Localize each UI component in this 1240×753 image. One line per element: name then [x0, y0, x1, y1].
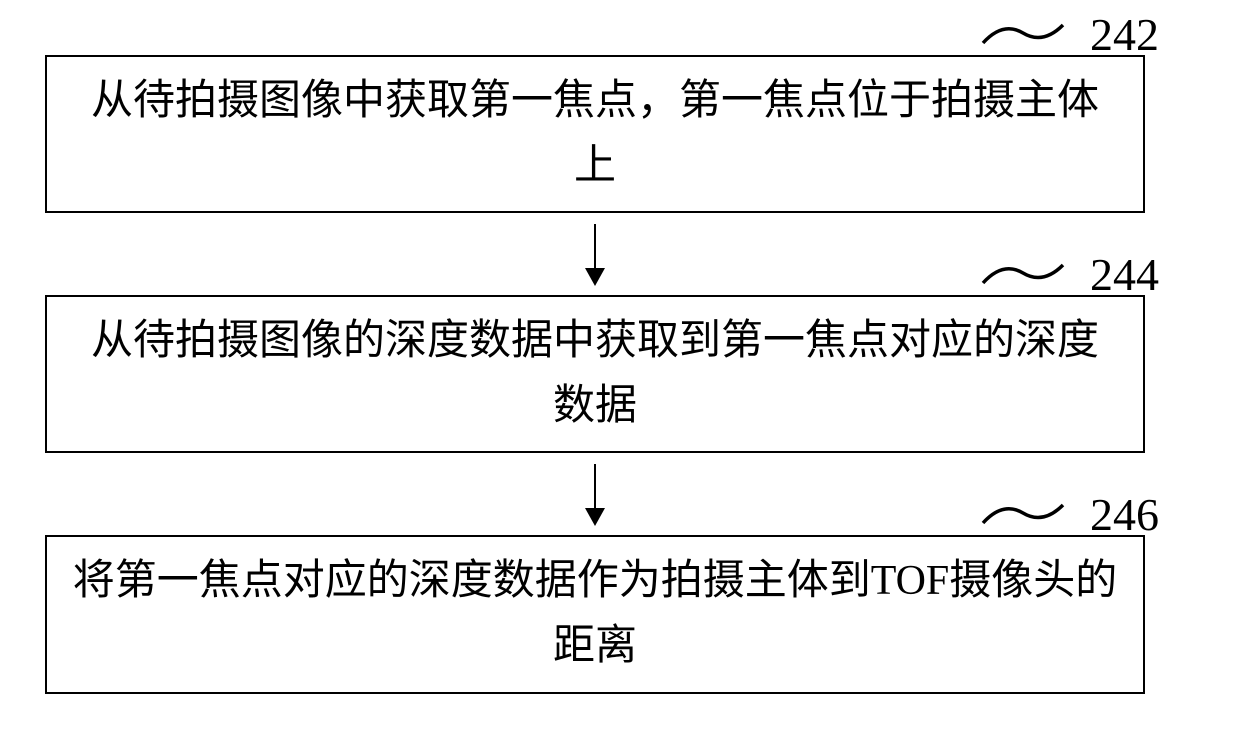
flowchart-container: 从待拍摄图像中获取第一焦点，第一焦点位于拍摄主体上 242 从待拍摄图像的深度数… — [45, 55, 1185, 694]
node-text: 从待拍摄图像的深度数据中获取到第一焦点对应的深度数据 — [72, 309, 1118, 439]
node-label: 244 — [1090, 239, 1159, 310]
connector-tilde-icon — [978, 19, 1068, 49]
node-label: 242 — [1090, 0, 1159, 70]
node-text: 将第一焦点对应的深度数据作为拍摄主体到TOF摄像头的距离 — [72, 549, 1118, 679]
arrow-down-icon — [594, 224, 596, 284]
arrow-down-icon — [594, 464, 596, 524]
flowchart-node-246: 将第一焦点对应的深度数据作为拍摄主体到TOF摄像头的距离 246 — [45, 535, 1145, 693]
node-label: 246 — [1090, 479, 1159, 550]
node-text: 从待拍摄图像中获取第一焦点，第一焦点位于拍摄主体上 — [72, 69, 1118, 199]
connector-tilde-icon — [978, 499, 1068, 529]
flowchart-node-244: 从待拍摄图像的深度数据中获取到第一焦点对应的深度数据 244 — [45, 295, 1145, 453]
connector-tilde-icon — [978, 259, 1068, 289]
flowchart-node-242: 从待拍摄图像中获取第一焦点，第一焦点位于拍摄主体上 242 — [45, 55, 1145, 213]
